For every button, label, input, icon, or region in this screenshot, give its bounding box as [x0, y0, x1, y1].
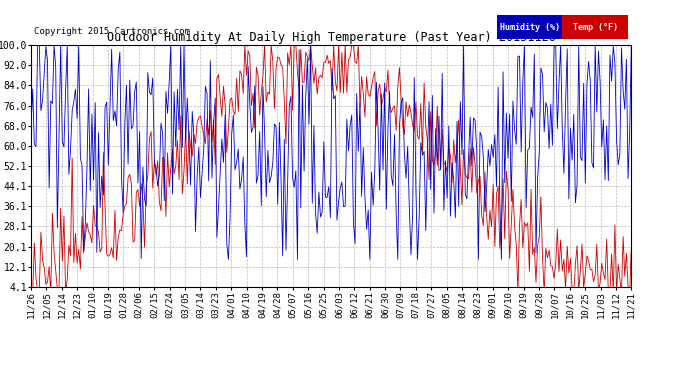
Bar — [497, 15, 562, 39]
Bar — [562, 15, 628, 39]
Title: Outdoor Humidity At Daily High Temperature (Past Year) 20151126: Outdoor Humidity At Daily High Temperatu… — [107, 31, 555, 44]
Text: Temp (°F): Temp (°F) — [573, 22, 618, 32]
Text: Humidity (%): Humidity (%) — [500, 22, 560, 32]
Text: Copyright 2015 Cartronics.com: Copyright 2015 Cartronics.com — [34, 27, 190, 36]
